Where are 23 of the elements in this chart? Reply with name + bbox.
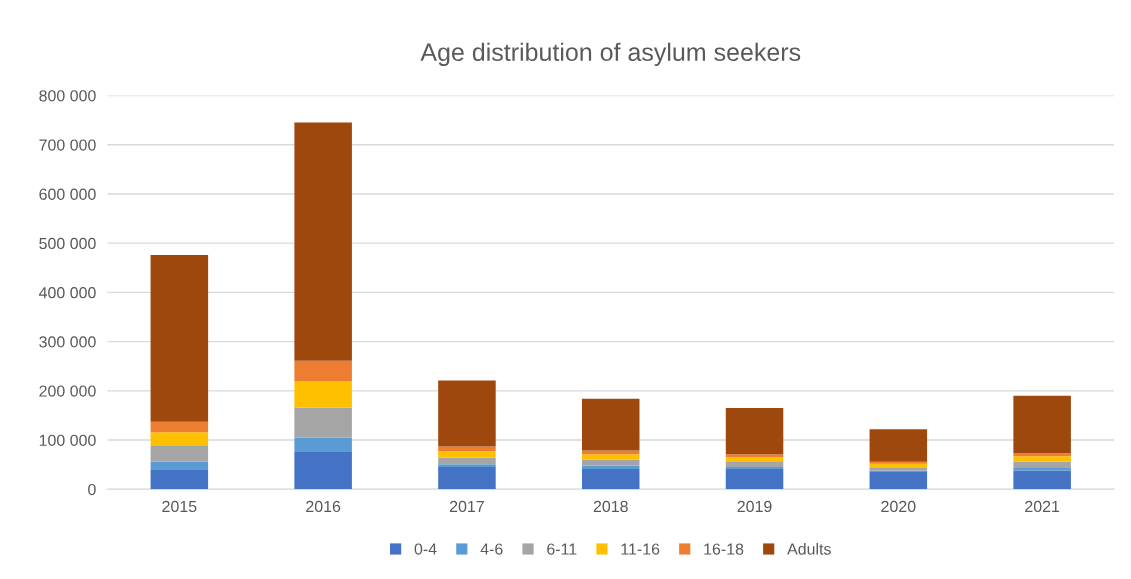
- legend-label: 6-11: [547, 543, 577, 555]
- legend-label: 16-18: [704, 543, 744, 555]
- x-tick-label: 2016: [306, 500, 341, 513]
- y-tick-label: 700 000: [39, 139, 96, 151]
- chart-title: Age distribution of asylum seekers: [420, 42, 801, 66]
- y-tick-label: 800 000: [39, 90, 96, 102]
- x-tick-label: 2015: [162, 500, 197, 513]
- y-tick-label: 600 000: [39, 188, 96, 200]
- x-tick-label: 2020: [881, 500, 916, 513]
- y-tick-label: 100 000: [39, 434, 96, 446]
- legend-label: Adults: [787, 543, 831, 555]
- x-tick-label: 2019: [737, 500, 772, 513]
- y-tick-label: 500 000: [39, 237, 96, 250]
- x-tick-label: 2021: [1025, 500, 1060, 513]
- y-tick-label: 400 000: [38, 287, 96, 299]
- legend-label: 4-6: [480, 543, 503, 555]
- x-tick-label: 2018: [593, 500, 628, 513]
- y-tick-label: 0: [88, 483, 96, 496]
- legend-label: 0-4: [414, 543, 437, 555]
- y-tick-label: 200 000: [39, 385, 96, 397]
- y-tick-label: 300 000: [39, 336, 96, 348]
- x-tick-label: 2017: [449, 500, 484, 513]
- legend-label: 11-16: [621, 543, 660, 555]
